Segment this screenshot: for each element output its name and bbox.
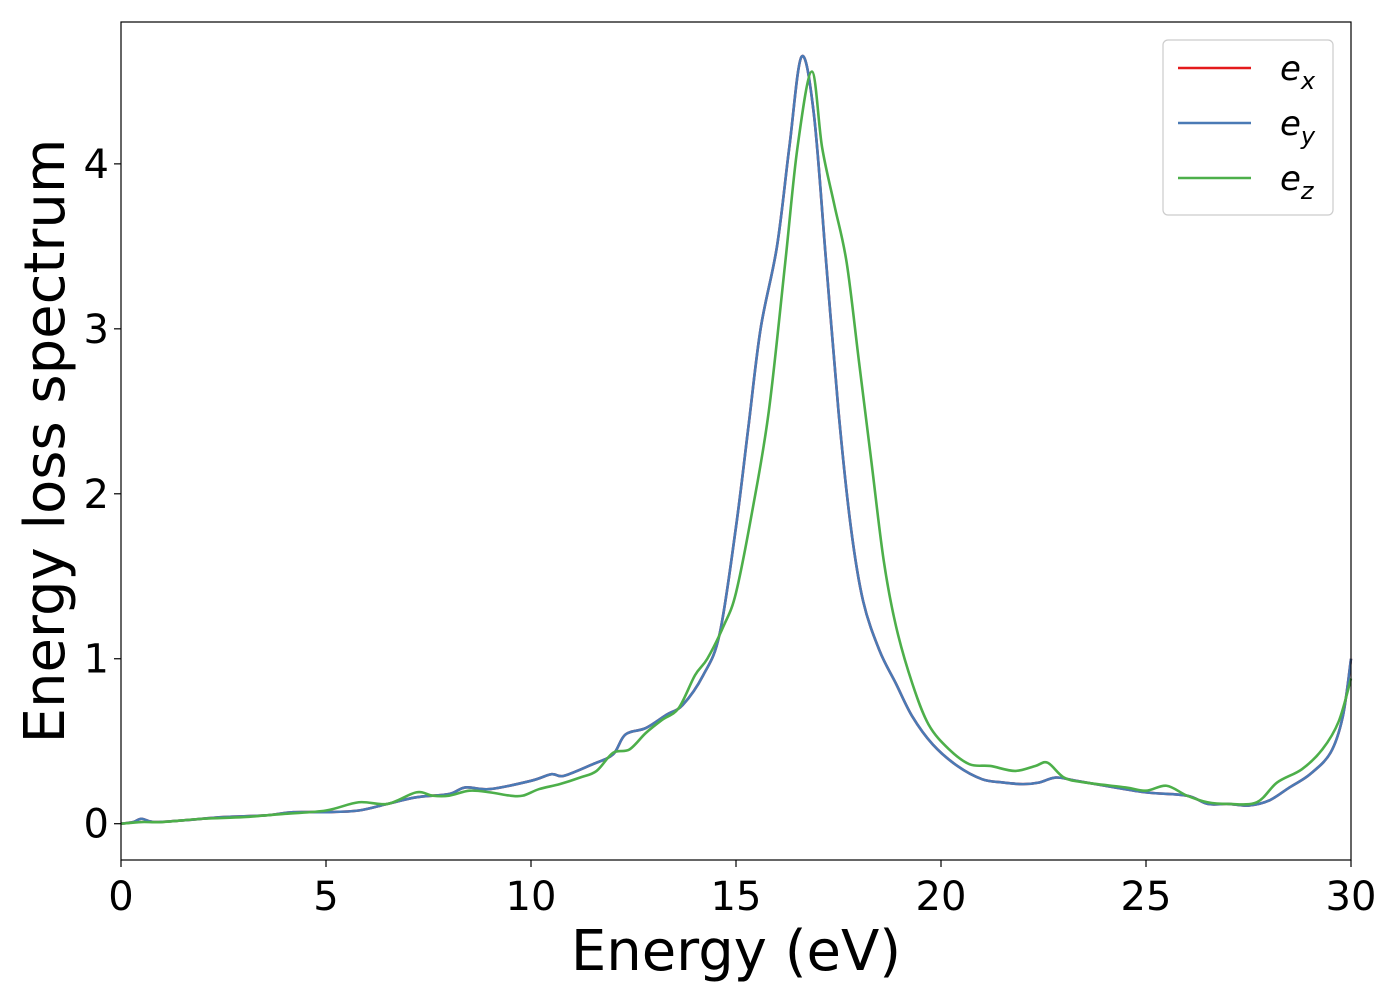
x-tick-label: 0 xyxy=(108,874,133,920)
x-tick-label: 25 xyxy=(1121,874,1172,920)
legend-label-y: ey xyxy=(1280,104,1316,150)
legend-label-z: ez xyxy=(1280,159,1315,205)
y-tick-label: 3 xyxy=(84,307,109,353)
x-axis-title: Energy (eV) xyxy=(571,919,901,984)
y-tick-label: 2 xyxy=(84,472,109,518)
x-tick-label: 30 xyxy=(1326,874,1377,920)
x-tick-label: 15 xyxy=(711,874,762,920)
series-line-z xyxy=(120,70,1353,826)
legend-box xyxy=(1162,39,1334,216)
y-tick-label: 4 xyxy=(84,142,109,188)
x-tick-label: 5 xyxy=(313,874,338,920)
y-tick-label: 0 xyxy=(84,802,109,848)
legend: ex ey ez xyxy=(1162,39,1334,216)
y-axis: 0 1 2 3 4 xyxy=(84,142,121,848)
series-layer xyxy=(120,54,1353,826)
x-axis: 0 5 10 15 20 25 30 xyxy=(108,860,1376,920)
y-axis-title: Energy loss spectrum xyxy=(13,139,78,744)
x-tick-label: 10 xyxy=(506,874,557,920)
y-tick-label: 1 xyxy=(84,637,109,683)
x-tick-label: 20 xyxy=(916,874,967,920)
legend-label-x: ex xyxy=(1280,49,1316,95)
